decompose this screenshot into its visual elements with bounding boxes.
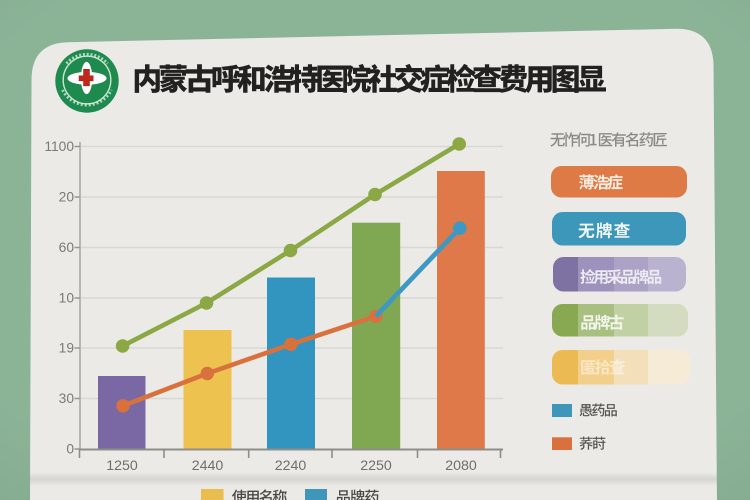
svg-text:20: 20 <box>59 190 75 205</box>
svg-text:2240: 2240 <box>275 458 307 474</box>
svg-text:2440: 2440 <box>192 458 224 474</box>
svg-text:19: 19 <box>59 341 75 356</box>
svg-text:60: 60 <box>59 240 75 255</box>
svg-text:1250: 1250 <box>106 458 138 474</box>
svg-text:30: 30 <box>59 391 75 406</box>
svg-text:2250: 2250 <box>360 458 392 474</box>
svg-text:2080: 2080 <box>445 458 477 474</box>
svg-text:1100: 1100 <box>44 139 74 154</box>
svg-text:10: 10 <box>59 291 75 306</box>
svg-text:0: 0 <box>66 442 74 457</box>
